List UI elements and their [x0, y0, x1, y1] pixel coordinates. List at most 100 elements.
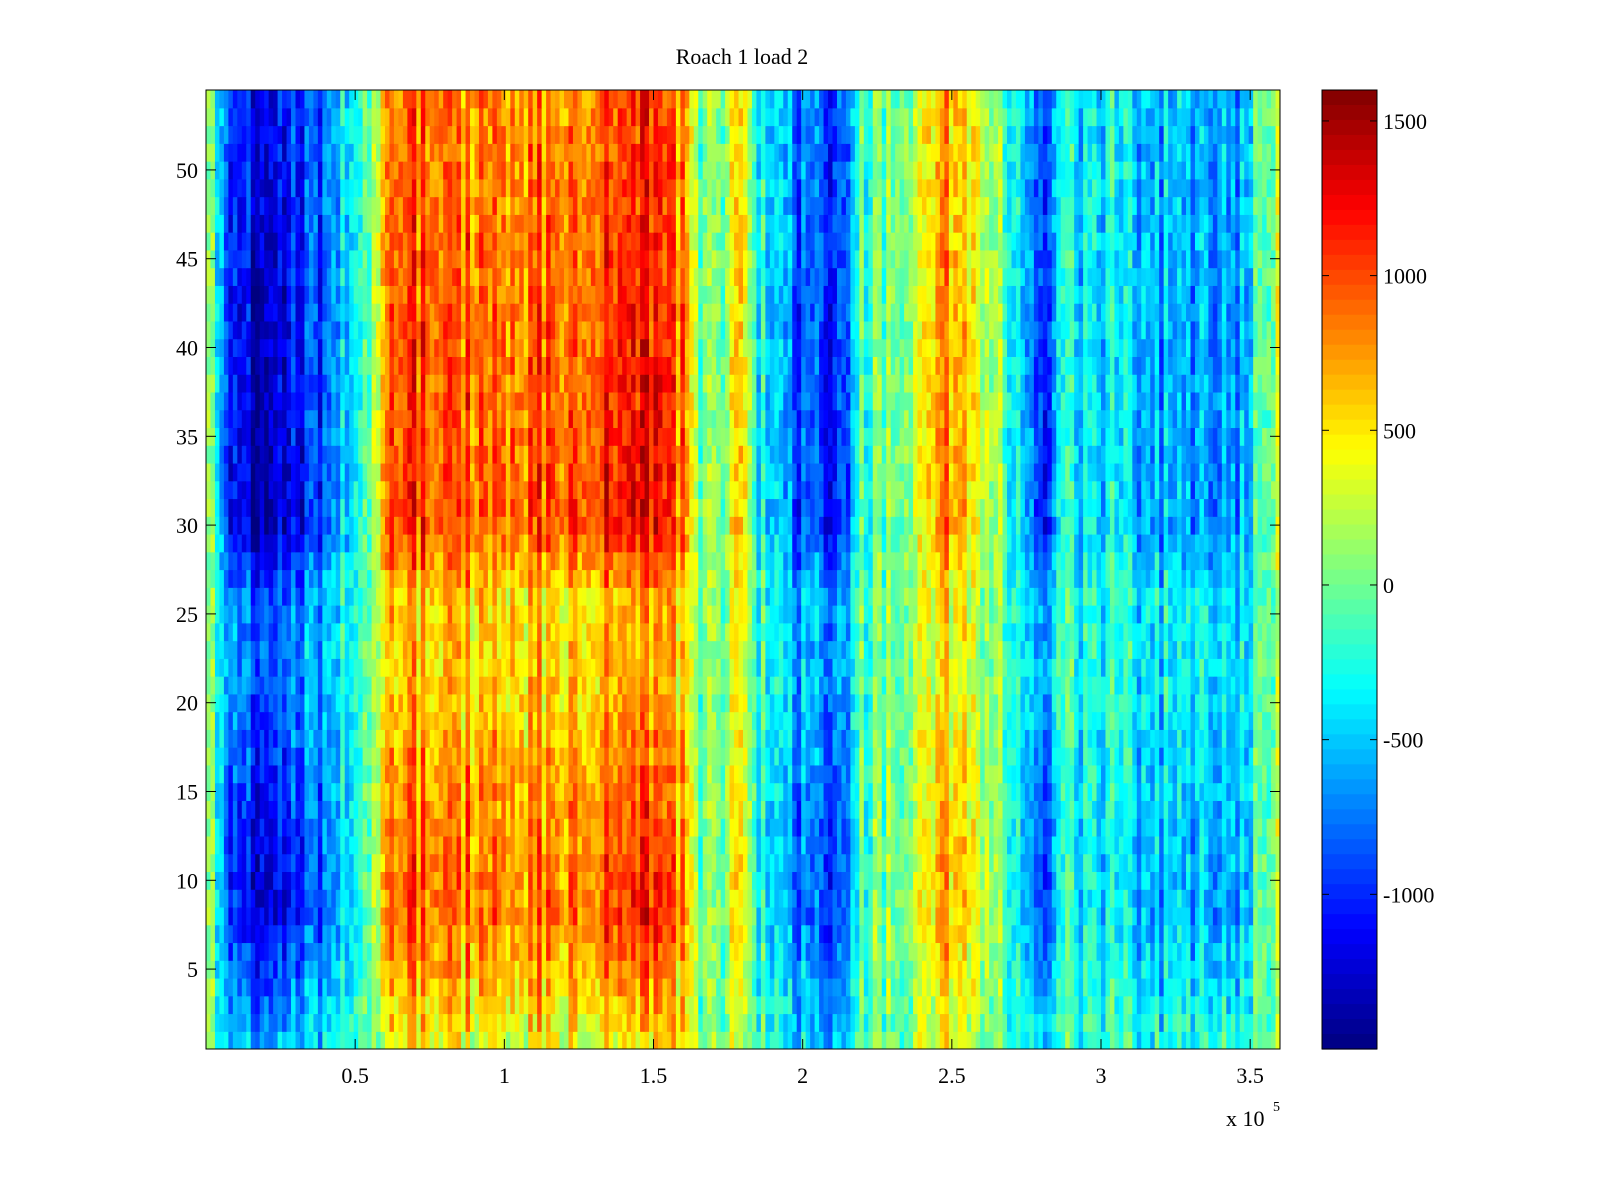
heatmap-cell: [720, 1031, 726, 1049]
heatmap-cell: [1011, 729, 1017, 748]
heatmap-cell: [1230, 977, 1236, 997]
heatmap-cell: [572, 889, 579, 908]
heatmap-cell: [353, 711, 359, 730]
heatmap-cell: [492, 871, 498, 890]
heatmap-cell: [760, 676, 766, 695]
heatmap-cell: [868, 747, 874, 766]
heatmap-cell: [743, 1013, 749, 1032]
heatmap-cell: [1074, 729, 1080, 748]
heatmap-cell: [872, 889, 878, 908]
heatmap-cell: [671, 906, 677, 926]
heatmap-cell: [577, 1013, 583, 1032]
heatmap-cell: [845, 711, 851, 730]
heatmap-cell: [492, 924, 498, 944]
heatmap-cell: [411, 942, 417, 961]
heatmap-cell: [1159, 747, 1165, 766]
heatmap-cell: [398, 782, 404, 801]
heatmap-cell: [223, 782, 229, 801]
heatmap-cell: [787, 764, 793, 784]
heatmap-cell: [671, 995, 677, 1015]
heatmap-cell: [259, 676, 265, 695]
heatmap-cell: [411, 729, 417, 748]
heatmap-cell: [550, 729, 556, 748]
heatmap-cell: [850, 924, 856, 944]
heatmap-cell: [872, 906, 878, 926]
heatmap-cell: [1105, 835, 1111, 855]
heatmap-cell: [613, 1031, 619, 1049]
heatmap-cell: [1212, 995, 1218, 1015]
heatmap-cell: [1217, 1031, 1223, 1049]
heatmap-cell: [922, 889, 928, 908]
heatmap-cell: [317, 835, 323, 855]
heatmap-cell: [604, 960, 610, 979]
heatmap-cell: [904, 924, 910, 944]
heatmap-cell: [707, 1031, 713, 1049]
heatmap-cell: [559, 960, 565, 979]
heatmap-cell: [738, 818, 744, 837]
heatmap-cell: [1038, 889, 1044, 908]
heatmap-cell: [358, 1013, 364, 1032]
heatmap-cell: [255, 800, 261, 819]
heatmap-cell: [622, 889, 628, 908]
heatmap-cell: [1096, 711, 1102, 730]
heatmap-cell: [461, 782, 467, 801]
heatmap-cell: [1047, 924, 1053, 944]
heatmap-cell: [993, 889, 999, 908]
heatmap-cell: [1083, 747, 1089, 766]
heatmap-cell: [532, 889, 538, 908]
heatmap-cell: [631, 747, 637, 766]
heatmap-cell: [1011, 818, 1017, 837]
heatmap-cell: [792, 711, 798, 730]
heatmap-cell: [1190, 835, 1196, 855]
heatmap-cell: [407, 942, 413, 961]
heatmap-cell: [519, 960, 525, 979]
heatmap-cell: [814, 711, 820, 730]
heatmap-cell: [998, 853, 1004, 873]
heatmap-cell: [1194, 995, 1201, 1015]
heatmap-cell: [1163, 853, 1169, 873]
heatmap-cell: [1024, 676, 1030, 695]
heatmap-cell: [702, 924, 708, 944]
heatmap-cell: [1096, 977, 1102, 997]
heatmap-cell: [1150, 977, 1156, 997]
heatmap-cell: [778, 960, 784, 979]
heatmap-cell: [541, 676, 547, 695]
heatmap-cell: [814, 906, 820, 926]
heatmap-cell: [930, 906, 937, 926]
heatmap-cell: [1047, 835, 1053, 855]
heatmap-cell: [756, 853, 762, 873]
heatmap-cell: [828, 747, 834, 766]
heatmap-cell: [774, 764, 780, 784]
heatmap-cell: [998, 818, 1004, 837]
heatmap-cell: [993, 800, 999, 819]
heatmap-cell: [1118, 782, 1124, 801]
heatmap-cell: [644, 942, 650, 961]
heatmap-cell: [299, 693, 306, 713]
heatmap-cell: [322, 871, 328, 890]
chart-title: Roach 1 load 2: [676, 44, 809, 69]
heatmap-cell: [608, 889, 614, 908]
heatmap-cell: [760, 1013, 766, 1032]
heatmap-cell: [335, 818, 341, 837]
heatmap-cell: [944, 729, 950, 748]
heatmap-cell: [1145, 924, 1151, 944]
heatmap-cell: [783, 871, 789, 890]
heatmap-cell: [299, 977, 306, 997]
heatmap-cell: [1092, 729, 1098, 748]
heatmap-cell: [743, 800, 749, 819]
heatmap-cell: [716, 871, 722, 890]
heatmap-cell: [322, 818, 328, 837]
heatmap-cell: [487, 977, 493, 997]
heatmap-cell: [622, 747, 628, 766]
heatmap-cell: [930, 1031, 937, 1049]
heatmap-cell: [546, 995, 552, 1015]
heatmap-cell: [1235, 1031, 1241, 1049]
heatmap-cell: [1203, 800, 1209, 819]
heatmap-cell: [886, 960, 892, 979]
heatmap-cell: [304, 906, 310, 926]
heatmap-cell: [993, 729, 999, 748]
heatmap-cell: [541, 800, 547, 819]
heatmap-cell: [1230, 835, 1236, 855]
heatmap-cell: [228, 729, 234, 748]
heatmap-cell: [1212, 871, 1218, 890]
